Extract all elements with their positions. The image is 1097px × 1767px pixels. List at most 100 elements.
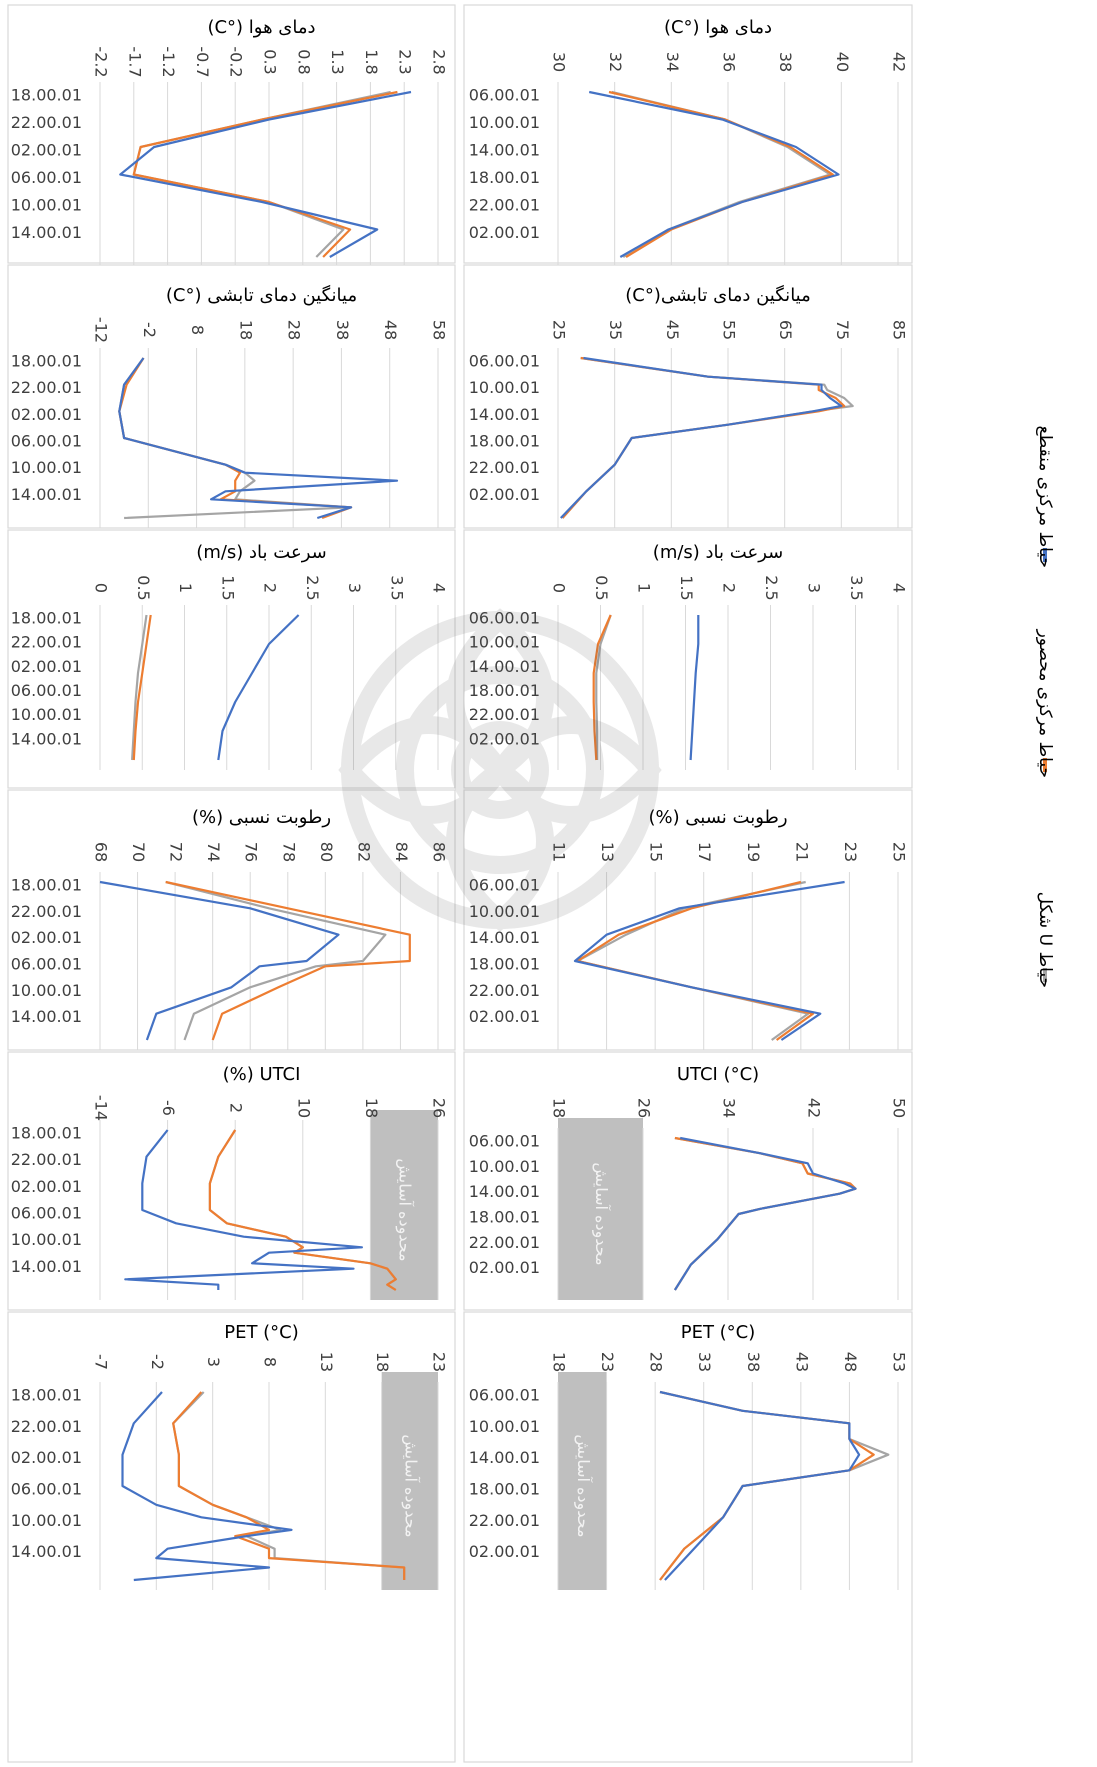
x-tick-label: 0.5 — [134, 575, 153, 600]
chart-wind-left: 0 0.5 1 1.5 2 2.5 3 3.5 4 18.00.01 22.00.01 02.00.0… — [7, 529, 456, 789]
category-label: 02.00.01 — [469, 223, 540, 242]
x-tick-label: 50 — [890, 1098, 909, 1118]
x-tick-label: 18 — [373, 1352, 392, 1372]
x-tick-label: 68 — [92, 842, 111, 862]
category-label: 18.00.01 — [469, 168, 540, 187]
chart-title: سرعت باد (m/s) — [653, 542, 783, 563]
x-tick-label: 8 — [261, 1357, 280, 1367]
comfort-zone-label: محدوده آسایش — [591, 1162, 611, 1265]
panel-frame — [463, 789, 913, 1051]
x-tick-label: -14 — [92, 1095, 111, 1121]
x-tick-label: 3 — [204, 1357, 223, 1367]
series-line-1 — [592, 614, 612, 761]
x-tick-label: 23 — [430, 1352, 449, 1372]
chart-wind-right: 0 0.5 1 1.5 2 2.5 3 3.5 4 06.00.01 10.00.01 14.00.0… — [463, 529, 913, 789]
x-tick-label: 4 — [430, 583, 449, 593]
x-tick-label: 58 — [430, 320, 449, 340]
x-tick-label: 75 — [833, 320, 852, 340]
x-tick-label: -1.7 — [125, 46, 144, 77]
panel-frame — [7, 4, 456, 264]
x-tick-label: -7 — [92, 1354, 111, 1370]
x-tick-label: 13 — [317, 1352, 336, 1372]
category-label: 22.00.01 — [469, 1511, 540, 1530]
category-label: 06.00.01 — [11, 955, 82, 974]
x-tick-label: 36 — [720, 52, 739, 72]
category-label: 22.00.01 — [469, 705, 540, 724]
x-tick-label: 53 — [890, 1352, 909, 1372]
category-label: 06.00.01 — [469, 86, 540, 105]
category-label: 06.00.01 — [11, 681, 82, 700]
chart-air-left: -2.2 -1.7 -1.2 -0.7 -0.2 0.3 0.8 1.3 1.8 2.3 2.8 18… — [7, 4, 456, 267]
x-tick-label: 15 — [647, 842, 666, 862]
chart-title: رطوبت نسبی (%) — [192, 807, 331, 828]
chart-title: سرعت باد (m/s) — [196, 542, 326, 563]
category-label: 18.00.01 — [469, 955, 540, 974]
category-label: 02.00.01 — [469, 1007, 540, 1026]
category-label: 06.00.01 — [469, 352, 540, 371]
legend-item: حیاط مرکزی منقطع — [1035, 426, 1055, 568]
comfort-zone-label: محدوده آسایش — [395, 1158, 415, 1261]
chart-title: PET (°C) — [224, 1322, 299, 1343]
x-tick-label: 1 — [176, 583, 195, 593]
x-tick-label: 2.3 — [396, 49, 415, 74]
x-tick-label: 85 — [890, 320, 909, 340]
series-line-1 — [208, 1129, 397, 1291]
x-tick-label: 28 — [285, 320, 304, 340]
category-label: 22.00.01 — [11, 633, 82, 652]
category-label: 22.00.01 — [469, 196, 540, 215]
x-tick-label: 1.5 — [218, 575, 237, 600]
series-line-0 — [588, 90, 840, 258]
category-label: 18.00.01 — [11, 876, 82, 895]
chart-title: UTCI (%) — [223, 1064, 301, 1085]
category-label: 14.00.01 — [469, 141, 540, 160]
x-tick-label: 0.3 — [261, 49, 280, 74]
category-label: 18.00.01 — [11, 609, 82, 628]
x-tick-label: 74 — [204, 842, 223, 862]
category-label: 14.00.01 — [469, 1182, 540, 1201]
x-tick-label: 2.5 — [762, 575, 781, 600]
comfort-zone — [558, 1118, 643, 1300]
category-label: 18.00.01 — [469, 432, 540, 451]
comfort-zone — [558, 1372, 607, 1590]
x-tick-label: 0.8 — [294, 49, 313, 74]
x-tick-label: 23 — [598, 1352, 617, 1372]
category-label: 14.00.01 — [11, 223, 82, 242]
panel-frame — [463, 1311, 913, 1763]
category-label: 14.00.01 — [469, 1448, 540, 1467]
comfort-zone — [381, 1372, 438, 1590]
category-label: 18.00.01 — [469, 681, 540, 700]
category-label: 02.00.01 — [11, 657, 82, 676]
legend-label: حیاط U شکل — [1035, 892, 1055, 988]
x-tick-label: 30 — [550, 52, 569, 72]
category-label: 18.00.01 — [469, 1480, 540, 1499]
comfort-zone-label: محدوده آسایش — [573, 1434, 593, 1537]
x-tick-label: 21 — [792, 842, 811, 862]
category-label: 10.00.01 — [469, 1417, 540, 1436]
x-tick-label: 25 — [890, 842, 909, 862]
category-label: 10.00.01 — [469, 902, 540, 921]
series-line-2 — [165, 880, 387, 1041]
category-label: 02.00.01 — [469, 729, 540, 748]
series-line-0 — [118, 357, 399, 520]
x-tick-label: 1.8 — [362, 49, 381, 74]
x-tick-label: -0.2 — [227, 46, 246, 77]
legend: حیاط مرکزی منقطع حیاط مرکزی محصور حیاط U ش… — [1035, 426, 1055, 988]
category-label: 10.00.01 — [469, 633, 540, 652]
comfort-zone-label: محدوده آسایش — [400, 1434, 420, 1537]
x-tick-label: 3.5 — [387, 575, 406, 600]
category-label: 10.00.01 — [469, 378, 540, 397]
x-tick-label: 26 — [430, 1098, 449, 1118]
category-label: 18.00.01 — [11, 1124, 82, 1143]
category-label: 22.00.01 — [11, 378, 82, 397]
category-label: 14.00.01 — [11, 485, 82, 504]
category-label: 02.00.01 — [11, 1448, 82, 1467]
category-label: 10.00.01 — [11, 196, 82, 215]
series-line-2 — [595, 614, 612, 760]
category-label: 06.00.01 — [11, 432, 82, 451]
category-label: 02.00.01 — [11, 141, 82, 160]
x-tick-label: 40 — [833, 52, 852, 72]
category-label: 02.00.01 — [11, 928, 82, 947]
chart-title: میانگین دمای تابشی (°C) — [166, 284, 357, 306]
category-label: 14.00.01 — [11, 1542, 82, 1561]
series-line-0 — [689, 615, 700, 761]
